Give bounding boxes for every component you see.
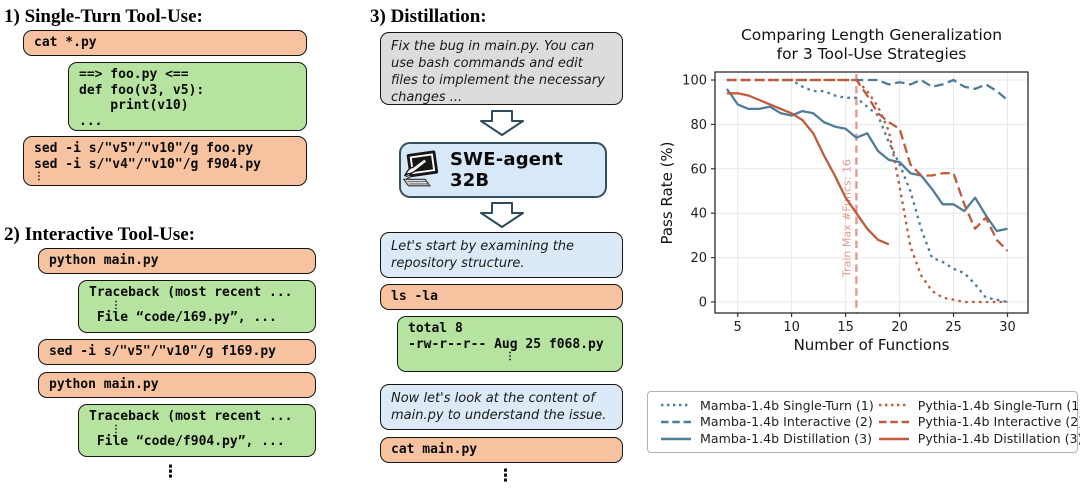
- legend-swatch-dashed: [878, 420, 909, 424]
- command-text: ls -la: [391, 289, 438, 304]
- ellipsis: ⋮: [497, 466, 514, 486]
- output-box: Traceback (most recent ... ⋮ File “code/…: [78, 404, 316, 457]
- assistant-message-box: Now let's look at the content of main.py…: [380, 384, 623, 430]
- command-box: cat main.py: [380, 437, 623, 463]
- output-line: ==> foo.py <==: [79, 67, 189, 82]
- command-box: sed -i s/"v5"/"v10"/g f169.py: [38, 339, 316, 365]
- tick-label-x: 20: [891, 320, 908, 335]
- output-box: total 8 -rw-r--r-- Aug 25 f068.py ⋮: [397, 316, 623, 372]
- tick-label-y: 0: [699, 296, 707, 311]
- legend-label: Mamba-1.4b Distillation (3): [700, 431, 873, 447]
- chart-legend: Mamba-1.4b Single-Turn (1) Mamba-1.4b Int…: [647, 391, 1080, 453]
- output-line: File “code/f904.py”, ...: [89, 433, 285, 449]
- train-max-vline-label: Train Max #Funcs: 16: [840, 159, 853, 278]
- tick-label-y: 40: [690, 207, 707, 222]
- legend-item: Mamba-1.4b Interactive (2): [660, 414, 874, 431]
- command-text: python main.py: [49, 377, 159, 392]
- output-line: ...: [79, 113, 103, 129]
- computer-hand-icon: [402, 150, 439, 187]
- command-box: sed -i s/"v5"/"v10"/g foo.py sed -i s/"v…: [23, 136, 307, 186]
- task-prompt-text: Fix the bug in main.py. You can use bash…: [391, 39, 605, 105]
- output-line: Traceback (most recent ...: [89, 285, 293, 300]
- output-line: def foo(v3, v5):: [79, 82, 205, 98]
- tick-label-y: 20: [690, 251, 707, 266]
- legend-label: Pythia-1.4b Single-Turn (1): [917, 397, 1080, 413]
- legend-item: Mamba-1.4b Single-Turn (1): [660, 397, 874, 414]
- legend-swatch-solid: [878, 437, 909, 440]
- series-line-mamba-1-4b-single-turn-1-: [726, 78, 1008, 304]
- assistant-message-box: Let's start by examining the repository …: [380, 232, 623, 278]
- tick-label-x: 30: [999, 320, 1016, 335]
- command-text: cat main.py: [391, 442, 478, 457]
- output-box: ==> foo.py <== def foo(v3, v5): print(v1…: [68, 62, 307, 131]
- legend-label: Mamba-1.4b Interactive (2): [700, 414, 873, 430]
- chart-title-line1: Comparing Length Generalization: [741, 26, 1002, 44]
- command-text: cat *.py: [34, 35, 97, 50]
- output-line: -rw-r--r-- Aug 25 f068.py: [408, 336, 604, 352]
- tick-label-y: 80: [690, 118, 707, 133]
- agent-box: SWE-agent 32B: [399, 142, 607, 198]
- series-line-pythia-1-4b-distillation-3-: [726, 92, 890, 246]
- legend-label: Pythia-1.4b Distillation (3): [917, 431, 1080, 447]
- legend-item: Pythia-1.4b Interactive (2): [878, 414, 1080, 431]
- tick-label-y: 60: [690, 162, 707, 177]
- assistant-message-text: Now let's look at the content of main.py…: [391, 391, 607, 423]
- tick-label-y: 100: [682, 74, 707, 89]
- output-line: Traceback (most recent ...: [89, 409, 293, 424]
- output-line: total 8: [408, 321, 463, 336]
- tick-label-x: 5: [734, 320, 742, 335]
- legend-swatch-dashed: [661, 420, 691, 424]
- output-line: print(v10): [79, 98, 189, 113]
- tick-label-x: 15: [837, 320, 854, 335]
- chart-title-line2: for 3 Tool-Use Strategies: [777, 45, 967, 63]
- command-text: sed -i s/"v4"/"v10"/g f904.py: [34, 156, 261, 172]
- down-arrow-icon: [480, 110, 524, 136]
- legend-item: Pythia-1.4b Distillation (3): [878, 430, 1080, 447]
- series-line-mamba-1-4b-distillation-3-: [725, 88, 1008, 233]
- task-prompt-box: Fix the bug in main.py. You can use bash…: [380, 32, 623, 105]
- command-text: sed -i s/"v5"/"v10"/g foo.py: [34, 141, 254, 156]
- series-line-pythia-1-4b-single-turn-1-: [726, 78, 1008, 304]
- panel2-title: 2) Interactive Tool-Use:: [4, 224, 196, 245]
- legend-swatch-dotted: [878, 404, 909, 407]
- panel3-title: 3) Distillation:: [370, 6, 487, 27]
- assistant-message-text: Let's start by examining the repository …: [391, 239, 575, 271]
- panel1-title: 1) Single-Turn Tool-Use:: [4, 6, 203, 27]
- ellipsis: ⋮: [111, 423, 121, 435]
- ellipsis: ⋮: [34, 171, 44, 182]
- legend-swatch-solid: [661, 437, 691, 440]
- output-box: Traceback (most recent ... ⋮ File “code/…: [78, 280, 316, 333]
- legend-item: Mamba-1.4b Distillation (3): [660, 430, 874, 447]
- legend-swatch-dotted: [661, 404, 691, 407]
- legend-item: Pythia-1.4b Single-Turn (1): [878, 397, 1080, 414]
- ellipsis: ⋮: [505, 351, 515, 362]
- y-axis-label: Pass Rate (%): [658, 141, 676, 244]
- ellipsis: ⋮: [111, 299, 121, 311]
- series-line-pythia-1-4b-interactive-2-: [726, 78, 1009, 252]
- output-line: File “code/169.py”, ...: [89, 309, 277, 325]
- command-box: ls -la: [380, 284, 623, 310]
- pass-rate-chart: Train Max #Funcs: 16 5 10 15 20 25 30 0 20 40 60 80…: [658, 26, 1029, 354]
- command-box: python main.py: [38, 372, 316, 398]
- plot-border: [714, 71, 1029, 314]
- x-axis-label: Number of Functions: [794, 336, 950, 354]
- command-box: python main.py: [38, 248, 316, 274]
- command-text: python main.py: [49, 253, 159, 268]
- ellipsis: ⋮: [162, 462, 179, 482]
- tick-label-x: 25: [945, 320, 962, 335]
- tick-label-x: 10: [783, 320, 800, 335]
- legend-label: Mamba-1.4b Single-Turn (1): [700, 397, 874, 413]
- agent-label: SWE-agent 32B: [449, 149, 564, 191]
- down-arrow-icon: [480, 202, 524, 228]
- command-box: cat *.py: [23, 30, 307, 56]
- legend-label: Pythia-1.4b Interactive (2): [917, 414, 1080, 430]
- command-text: sed -i s/"v5"/"v10"/g f169.py: [49, 344, 276, 359]
